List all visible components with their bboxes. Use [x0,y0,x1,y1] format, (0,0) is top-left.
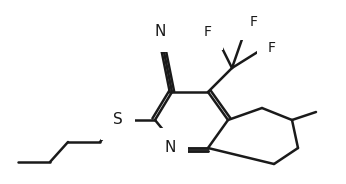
Text: F: F [250,15,258,29]
Text: N: N [154,24,166,40]
Text: F: F [204,25,212,39]
Text: N: N [165,141,176,155]
Text: S: S [113,112,123,128]
Text: F: F [268,41,276,55]
